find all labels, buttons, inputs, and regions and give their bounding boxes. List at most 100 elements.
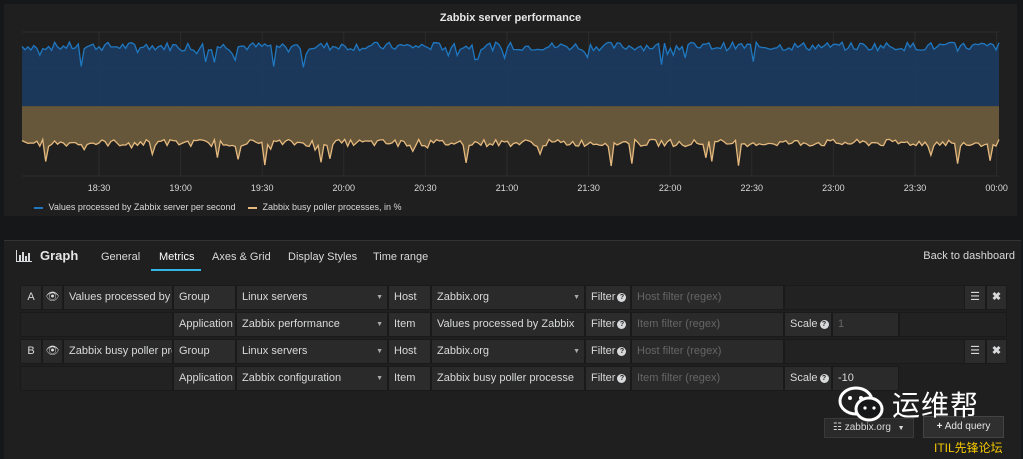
host-filter-input-a[interactable]: Host filter (regex): [631, 285, 784, 310]
add-query-button[interactable]: + Add query: [923, 416, 1004, 438]
question-circle-icon[interactable]: ?: [617, 373, 627, 383]
scale-input-a[interactable]: 1: [832, 312, 899, 337]
application-select-a[interactable]: Zabbix performance ▼: [236, 312, 388, 337]
wechat-icon: [838, 386, 884, 422]
series-busy-poller-fill: [22, 106, 999, 166]
tab-axes-grid[interactable]: Axes & Grid: [212, 251, 271, 263]
application-value: Zabbix performance: [242, 318, 340, 330]
alias-input-a[interactable]: Values processed by: [63, 285, 173, 310]
scale-input-b[interactable]: -10: [832, 366, 899, 391]
hamburger-menu-icon: ☰: [970, 291, 980, 303]
item-select-a[interactable]: Values processed by Zabbix: [431, 312, 585, 337]
eye-icon: 👁︎: [45, 345, 60, 357]
item-select-b[interactable]: Zabbix busy poller processe: [431, 366, 585, 391]
scale-label-a: Scale?: [784, 312, 832, 337]
group-label-a: Group: [173, 285, 236, 310]
panel-title: Zabbix server performance: [439, 12, 582, 24]
series-values-processed-fill: [22, 42, 999, 107]
editor-title: Graph: [40, 248, 79, 263]
legend-label: Zabbix busy poller processes, in %: [262, 202, 402, 212]
host-select-a[interactable]: Zabbix.org ▼: [431, 285, 585, 310]
item-filter-input-a[interactable]: Item filter (regex): [631, 312, 784, 337]
caret-down-icon: ▼: [376, 375, 383, 382]
query-ref-b[interactable]: B: [20, 339, 42, 364]
query-menu-b[interactable]: ☰: [964, 339, 986, 364]
caret-down-icon: ▼: [376, 348, 383, 355]
host-label-b: Host: [388, 339, 431, 364]
bar-chart-icon: [16, 250, 32, 262]
question-circle-icon[interactable]: ?: [617, 292, 627, 302]
legend-label: Values processed by Zabbix server per se…: [48, 202, 236, 212]
question-circle-icon[interactable]: ?: [617, 319, 627, 329]
remove-query-b[interactable]: ✖: [986, 339, 1007, 364]
toggle-visibility-a[interactable]: 👁︎: [42, 285, 63, 310]
query-b-row2-spacer: [20, 366, 173, 391]
datasource-select[interactable]: ☷ zabbix.org ▼: [824, 418, 914, 438]
datasource-value: zabbix.org: [844, 422, 891, 433]
query-ref-a[interactable]: A: [20, 285, 42, 310]
x-tick-label: 00:00: [985, 183, 1008, 193]
x-tick-label: 21:30: [577, 183, 600, 193]
add-query-label: Add query: [944, 421, 991, 432]
group-select-b[interactable]: Linux servers ▼: [236, 339, 388, 364]
legend-item-busy-poller[interactable]: Zabbix busy poller processes, in %: [247, 202, 402, 212]
group-value: Linux servers: [242, 291, 308, 303]
filter-label: Filter: [591, 291, 616, 303]
series-busy-poller-line: [21, 137, 1000, 167]
toggle-visibility-b[interactable]: 👁︎: [42, 339, 63, 364]
back-to-dashboard-link[interactable]: Back to dashboard: [923, 250, 1015, 262]
close-icon: ✖: [991, 345, 1002, 357]
chart-canvas: 18:30 19:00 19:30 20:00 20:30 21:00 21:30 22:00…: [21, 31, 1008, 193]
application-select-b[interactable]: Zabbix configuration ▼: [236, 366, 388, 391]
watermark-title: 运维帮: [892, 390, 980, 421]
caret-down-icon: ▼: [573, 348, 580, 355]
active-tab-indicator: [151, 269, 201, 271]
editor-tab-bar: Graph General Metrics Axes & Grid Displa…: [4, 241, 1021, 271]
question-circle-icon[interactable]: ?: [819, 319, 829, 329]
host-filter-input-b[interactable]: Host filter (regex): [631, 339, 784, 364]
remove-query-a[interactable]: ✖: [986, 285, 1007, 310]
x-tick-label: 21:00: [496, 183, 519, 193]
item-label-b: Item: [388, 366, 431, 391]
plus-icon: +: [936, 421, 943, 432]
filter-label: Filter: [591, 372, 616, 384]
application-label-b: Application: [173, 366, 236, 391]
question-circle-icon[interactable]: ?: [617, 346, 627, 356]
item-value: Zabbix busy poller processe: [437, 372, 574, 384]
group-select-a[interactable]: Linux servers ▼: [236, 285, 388, 310]
legend-item-values-processed[interactable]: Values processed by Zabbix server per se…: [34, 202, 238, 212]
item-filter-label-a: Filter?: [585, 312, 631, 337]
host-value: Zabbix.org: [437, 345, 489, 357]
close-icon: ✖: [991, 291, 1002, 303]
tab-general[interactable]: General: [101, 251, 141, 263]
eye-icon: 👁︎: [45, 291, 60, 303]
chart-legend: Values processed by Zabbix server per se…: [34, 202, 412, 212]
question-circle-icon[interactable]: ?: [819, 373, 829, 383]
watermark: 运维帮 ITIL先锋论坛: [836, 384, 1021, 458]
item-filter-input-b[interactable]: Item filter (regex): [631, 366, 784, 391]
group-value: Linux servers: [242, 345, 308, 357]
item-label-a: Item: [388, 312, 431, 337]
host-filter-label-a: Filter?: [585, 285, 631, 310]
caret-down-icon: ▼: [376, 294, 383, 301]
tab-metrics[interactable]: Metrics: [159, 251, 195, 263]
caret-down-icon: ▼: [897, 425, 905, 432]
filter-label: Filter: [591, 318, 616, 330]
x-tick-label: 23:30: [904, 183, 927, 193]
legend-swatch: [34, 206, 43, 209]
query-menu-a[interactable]: ☰: [964, 285, 986, 310]
alias-input-b[interactable]: Zabbix busy poller pro: [63, 339, 173, 364]
x-tick-label: 19:00: [169, 183, 192, 193]
tab-display-styles[interactable]: Display Styles: [288, 251, 358, 263]
x-tick-label: 19:30: [251, 183, 274, 193]
host-select-b[interactable]: Zabbix.org ▼: [431, 339, 585, 364]
query-a-row2-spacer: [20, 312, 173, 337]
x-tick-label: 20:00: [333, 183, 356, 193]
watermark-subtitle: ITIL先锋论坛: [934, 441, 1003, 455]
tab-time-range[interactable]: Time range: [373, 251, 429, 263]
host-label-a: Host: [388, 285, 431, 310]
database-icon: ☷: [833, 422, 842, 433]
application-value: Zabbix configuration: [242, 372, 342, 384]
group-label-b: Group: [173, 339, 236, 364]
series-values-processed-line: [21, 40, 1000, 68]
